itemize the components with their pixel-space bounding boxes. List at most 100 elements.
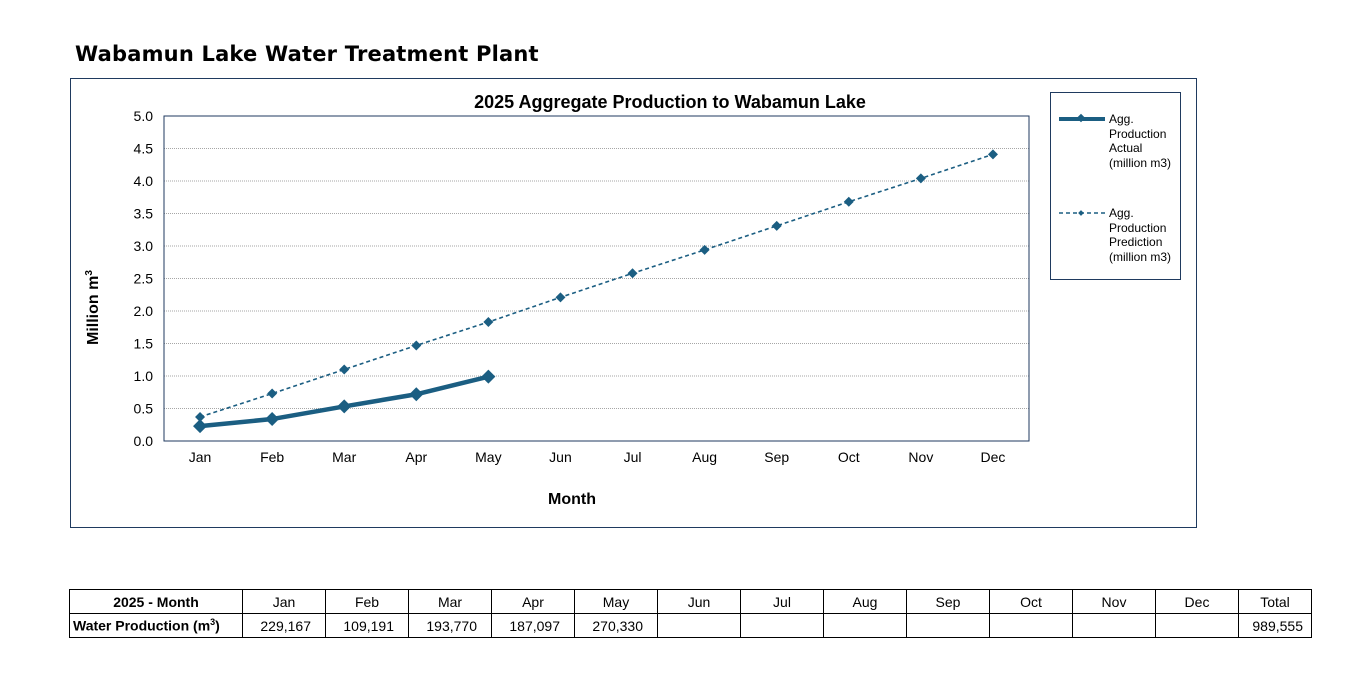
legend-line: Agg. (1109, 112, 1134, 126)
data-point-prediction (483, 317, 494, 328)
data-point-prediction (195, 411, 206, 422)
month-header-cell: Sep (906, 589, 990, 614)
legend-entry-prediction: Agg. Production Prediction (million m3) (1109, 206, 1181, 264)
legend-entry-actual: Agg. Production Actual (million m3) (1109, 112, 1181, 170)
x-tick-label: Nov (908, 449, 933, 465)
legend-swatches (1059, 113, 1105, 216)
legend-swatch-prediction-marker (1078, 210, 1084, 216)
data-point-prediction (771, 220, 782, 231)
value-cell (823, 613, 907, 638)
y-tick-label: 2.0 (134, 303, 154, 319)
y-tick-label: 1.0 (134, 368, 154, 384)
value-cell: 270,330 (574, 613, 658, 638)
value-cell: 193,770 (408, 613, 492, 638)
x-tick-label: Dec (981, 449, 1006, 465)
x-tick-label: Jul (624, 449, 642, 465)
y-axis-label: Million m3 (84, 270, 102, 345)
y-tick-label: 5.0 (134, 108, 154, 124)
value-cell (740, 613, 824, 638)
x-tick-label: Aug (692, 449, 717, 465)
month-header-cell: Aug (823, 589, 907, 614)
data-point-prediction (843, 196, 854, 207)
data-point-actual (409, 387, 424, 402)
row-label-production: Water Production (m3) (69, 613, 243, 638)
chart-frame (70, 78, 1197, 528)
y-tick-label: 0.5 (134, 401, 154, 417)
y-axis-label-text: Million m (85, 276, 102, 345)
x-tick-label: Feb (260, 449, 284, 465)
month-header-cell: Oct (989, 589, 1073, 614)
row-label-month: 2025 - Month (69, 589, 243, 614)
y-tick-labels: 0.0 0.5 1.0 1.5 2.0 2.5 3.0 3.5 4.0 4.5 5.0 (134, 108, 154, 449)
y-tick-label: 0.0 (134, 433, 154, 449)
month-header-cell: Jan (242, 589, 326, 614)
x-tick-label: Jan (189, 449, 212, 465)
y-tick-label: 3.5 (134, 206, 154, 222)
month-header-cell: May (574, 589, 658, 614)
data-point-prediction (699, 244, 710, 255)
table-value-row: Water Production (m3) 229,167 109,191 19… (69, 613, 1312, 638)
data-point-prediction (267, 388, 278, 399)
y-tick-label: 4.0 (134, 173, 154, 189)
y-tick-label: 3.0 (134, 238, 154, 254)
value-cell (1072, 613, 1156, 638)
data-point-prediction (987, 149, 998, 160)
legend-line: Production (1109, 220, 1167, 235)
x-tick-label: Mar (332, 449, 356, 465)
value-cell: 109,191 (325, 613, 409, 638)
data-point-prediction (339, 364, 350, 375)
chart-title: 2025 Aggregate Production to Wabamun Lak… (474, 92, 866, 112)
row-label-production-end: ) (215, 617, 220, 634)
value-cell: 187,097 (491, 613, 575, 638)
y-axis-label-sup: 3 (84, 270, 95, 276)
month-header-cell: Nov (1072, 589, 1156, 614)
x-tick-label: Sep (764, 449, 789, 465)
month-header-cell: Jun (657, 589, 741, 614)
chart-legend: Agg. Production Actual (million m3) Agg.… (1050, 92, 1181, 280)
data-point-actual (337, 399, 352, 414)
row-label-production-sup: 3 (210, 617, 216, 628)
total-header-cell: Total (1238, 589, 1312, 614)
legend-line: Agg. (1109, 206, 1134, 220)
x-tick-label: May (475, 449, 501, 465)
data-point-actual (193, 419, 208, 434)
data-point-prediction (915, 173, 926, 184)
month-header-cell: Feb (325, 589, 409, 614)
legend-line: (million m3) (1109, 155, 1172, 170)
x-tick-label: Jun (549, 449, 572, 465)
data-point-actual (265, 412, 280, 427)
value-cell: 229,167 (242, 613, 326, 638)
data-point-prediction (627, 268, 638, 279)
month-header-cell: Dec (1155, 589, 1239, 614)
y-tick-label: 2.5 (134, 271, 154, 287)
plot-area (163, 115, 1030, 442)
x-axis-label: Month (548, 491, 596, 508)
month-header-cell: Mar (408, 589, 492, 614)
month-header-cell: Apr (491, 589, 575, 614)
series-layer (193, 149, 998, 434)
value-cell (657, 613, 741, 638)
x-tick-label: Oct (838, 449, 860, 465)
y-tick-label: 4.5 (134, 141, 154, 157)
data-point-prediction (411, 340, 422, 351)
value-cell (989, 613, 1073, 638)
table-header-row: 2025 - Month Jan Feb Mar Apr May Jun Jul… (69, 589, 1312, 614)
page-title: Wabamun Lake Water Treatment Plant (75, 42, 539, 66)
grid-layer (164, 148, 1029, 409)
row-label-production-text: Water Production (m (73, 617, 211, 634)
y-tick-label: 1.5 (134, 336, 154, 352)
data-point-prediction (555, 292, 566, 303)
series-line-prediction (199, 153, 994, 418)
legend-line: Actual (1109, 141, 1143, 155)
value-cell (1155, 613, 1239, 638)
data-point-actual (481, 369, 496, 384)
x-tick-labels: Jan Feb Mar Apr May Jun Jul Aug Sep Oct Nov Dec (189, 449, 1006, 465)
production-table: 2025 - Month Jan Feb Mar Apr May Jun Jul… (69, 589, 1312, 638)
legend-line: (million m3) (1109, 249, 1172, 264)
x-tick-label: Apr (405, 449, 427, 465)
legend-line: Production (1109, 126, 1167, 141)
value-cell (906, 613, 990, 638)
total-value-cell: 989,555 (1238, 613, 1312, 638)
month-header-cell: Jul (740, 589, 824, 614)
